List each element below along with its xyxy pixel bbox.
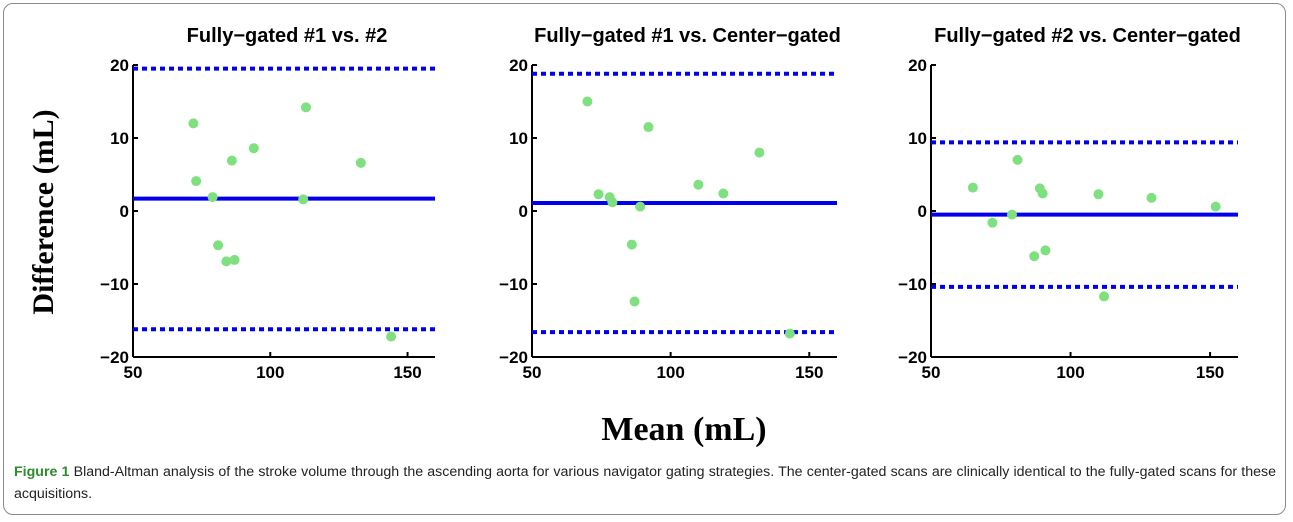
y-axis-title: Difference (mL) xyxy=(27,109,60,314)
data-point xyxy=(355,157,366,168)
data-point xyxy=(582,96,593,107)
x-tick-label: 50 xyxy=(922,363,941,382)
data-point xyxy=(784,328,795,339)
data-point xyxy=(693,179,704,190)
x-tick-label: 100 xyxy=(656,363,684,382)
data-point xyxy=(213,240,224,251)
data-point xyxy=(754,147,765,158)
data-point xyxy=(1012,154,1023,165)
data-point xyxy=(226,155,237,166)
data-point xyxy=(221,256,232,267)
data-point xyxy=(718,188,729,199)
data-point xyxy=(1093,189,1104,200)
data-point xyxy=(1146,192,1157,203)
data-point xyxy=(1037,188,1048,199)
x-tick-label: 150 xyxy=(1196,363,1224,382)
data-point xyxy=(298,194,309,205)
data-point xyxy=(987,217,998,228)
panel-3: Fully−gated #2 vs. Center−gated −20 −10 0 10… xyxy=(898,25,1241,382)
data-point xyxy=(607,197,618,208)
data-point xyxy=(626,239,637,250)
data-point xyxy=(967,182,978,193)
data-point xyxy=(1040,245,1051,256)
panel-title: Fully−gated #2 vs. Center−gated xyxy=(934,25,1241,47)
data-point xyxy=(643,122,654,133)
data-point xyxy=(191,176,202,187)
data-point xyxy=(248,143,259,154)
data-point xyxy=(207,192,218,203)
data-point xyxy=(1006,209,1017,220)
panel-1: Fully−gated #1 vs. #2 −20 −10 0 10 20 50 100 150 xyxy=(100,25,435,382)
panel-title: Fully−gated #1 vs. #2 xyxy=(187,25,388,47)
y-tick-label: −10 xyxy=(499,275,528,294)
y-tick-label: 0 xyxy=(120,202,129,221)
data-point xyxy=(629,296,640,307)
y-tick-label: 10 xyxy=(509,129,528,148)
y-tick-label: 0 xyxy=(519,202,528,221)
data-point xyxy=(229,254,240,265)
y-tick-label: 0 xyxy=(918,202,927,221)
y-tick-label: 10 xyxy=(908,129,927,148)
data-point xyxy=(1099,291,1110,302)
x-tick-label: 100 xyxy=(1056,363,1084,382)
data-point xyxy=(593,189,604,200)
data-point xyxy=(1029,251,1040,262)
x-tick-label: 150 xyxy=(795,363,823,382)
y-tick-label: 20 xyxy=(509,56,528,75)
y-tick-label: −20 xyxy=(100,348,129,367)
y-tick-label: −20 xyxy=(499,348,528,367)
data-point xyxy=(386,331,397,342)
x-tick-label: 50 xyxy=(124,363,143,382)
figure-frame xyxy=(3,3,1286,515)
data-point xyxy=(188,118,199,129)
data-point xyxy=(635,201,646,212)
data-point xyxy=(1210,201,1221,212)
caption-text: Bland-Altman analysis of the stroke volu… xyxy=(14,464,1277,502)
y-tick-label: −10 xyxy=(100,275,129,294)
y-tick-label: 10 xyxy=(110,129,129,148)
y-tick-label: 20 xyxy=(110,56,129,75)
x-tick-label: 100 xyxy=(256,363,284,382)
caption-label: Figure 1 xyxy=(14,464,70,480)
panel-2: Fully−gated #1 vs. Center−gated −20 −10 0 10… xyxy=(499,25,841,382)
y-tick-label: 20 xyxy=(908,56,927,75)
y-tick-label: −20 xyxy=(898,348,927,367)
y-tick-label: −10 xyxy=(898,275,927,294)
figure-caption: Figure 1 Bland-Altman analysis of the st… xyxy=(14,461,1276,505)
panel-title: Fully−gated #1 vs. Center−gated xyxy=(534,25,841,47)
x-tick-label: 150 xyxy=(393,363,421,382)
x-tick-label: 50 xyxy=(523,363,542,382)
x-axis-title: Mean (mL) xyxy=(601,411,766,448)
data-point xyxy=(300,102,311,113)
